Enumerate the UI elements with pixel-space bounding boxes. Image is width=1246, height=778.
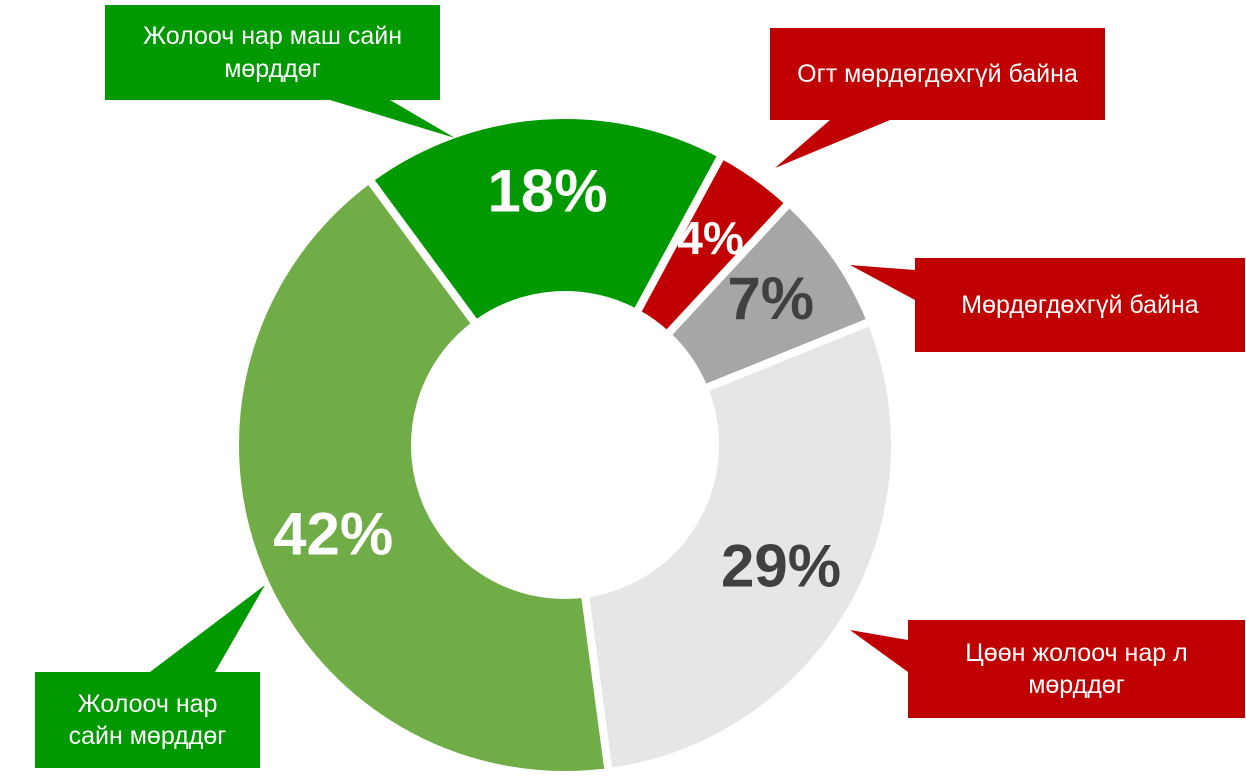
- value-label: 18%: [488, 157, 608, 224]
- callout-pointer: [850, 265, 915, 300]
- callout-label: Цөөн жолооч нар л мөрддөг: [908, 620, 1245, 718]
- callout-label: Мөрдөгдөхгүй байна: [915, 258, 1245, 352]
- donut-slice: [580, 316, 899, 777]
- callout-label: Жолооч нар сайн мөрддөг: [35, 672, 260, 768]
- value-label: 7%: [727, 265, 814, 332]
- value-label: 42%: [273, 500, 393, 567]
- callout-label: Огт мөрдөгдөхгүй байна: [770, 28, 1105, 120]
- value-label: 4%: [677, 212, 743, 264]
- callout-pointer: [775, 120, 890, 168]
- value-label: 29%: [721, 533, 841, 600]
- callout-pointer: [150, 585, 265, 672]
- callout-pointer: [850, 630, 908, 672]
- callout-label: Жолооч нар маш сайн мөрддөг: [105, 5, 440, 100]
- donut-slice: [363, 111, 728, 330]
- callout-pointer: [330, 100, 455, 138]
- donut-slice: [231, 173, 614, 778]
